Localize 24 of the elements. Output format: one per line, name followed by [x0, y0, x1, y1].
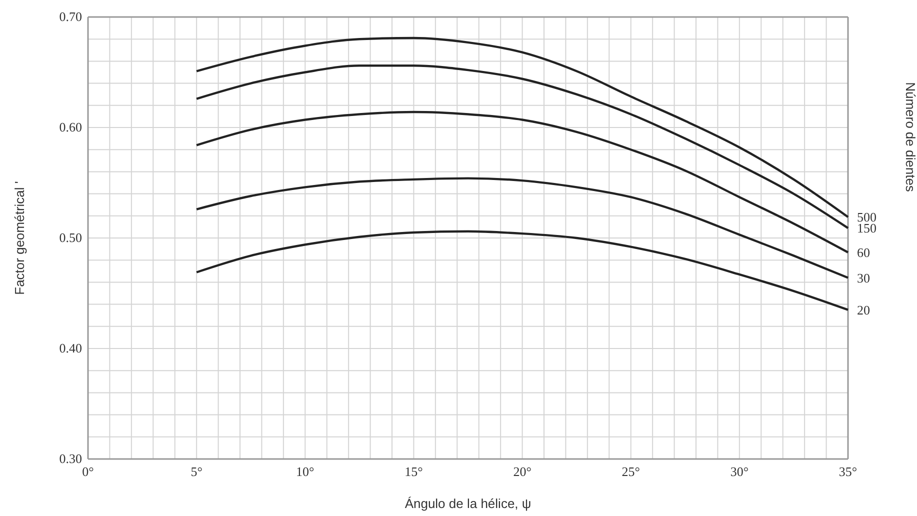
line-series	[195, 230, 850, 311]
series-label: 60	[857, 244, 870, 260]
x-tick-label: 10°	[296, 464, 314, 480]
x-tick-label: 30°	[730, 464, 749, 480]
x-axis-title: Ángulo de la hélice, ψ	[404, 496, 532, 511]
series-label: 30	[857, 270, 870, 286]
x-tick-label: 0°	[82, 464, 94, 480]
line-series	[195, 64, 850, 230]
x-tick-label: 15°	[404, 464, 423, 480]
y-tick-label: 0.50	[59, 230, 82, 246]
y-axis-title: Factor geométrical '	[12, 181, 27, 295]
y-tick-label: 0.30	[59, 451, 82, 466]
y-tick-label: 0.70	[59, 9, 82, 24]
x-tick-label: 20°	[513, 464, 532, 480]
series-label: 20	[857, 302, 870, 318]
x-tick-label: 25°	[622, 464, 640, 480]
line-series	[195, 36, 850, 218]
line-series	[195, 177, 850, 279]
x-tick-label: 5°	[190, 464, 202, 480]
x-tick-label: 35°	[838, 464, 858, 480]
y-tick-label: 0.40	[59, 340, 82, 356]
y-tick-label: 0.60	[59, 120, 82, 135]
y2-axis-title: Número de dientes	[903, 82, 917, 192]
line-series	[195, 110, 850, 254]
